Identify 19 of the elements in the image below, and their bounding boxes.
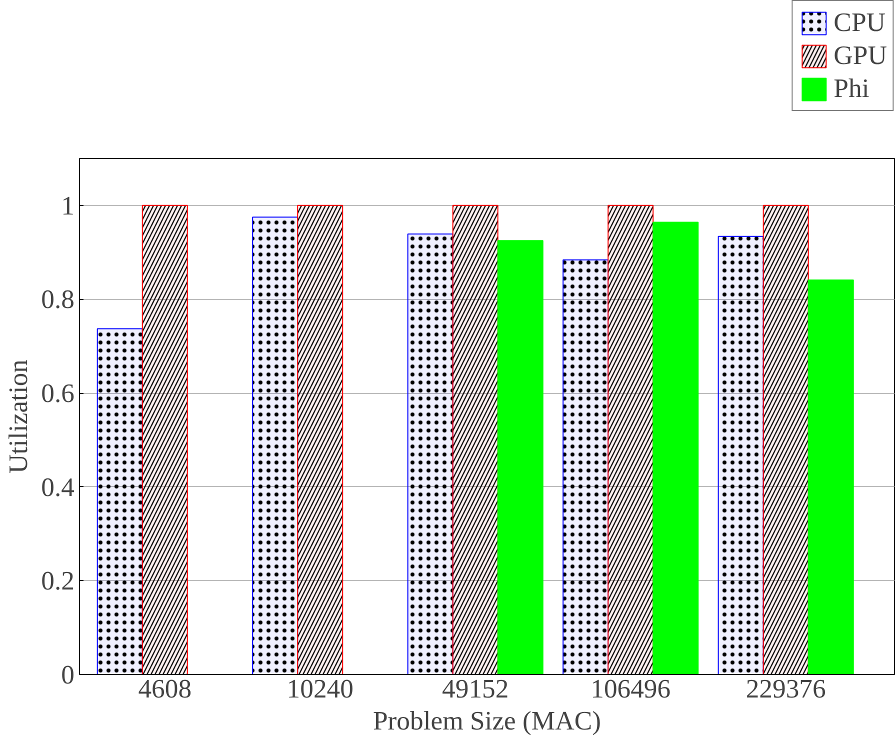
legend-label: CPU — [834, 7, 886, 38]
y-tick-label: 0.4 — [41, 472, 75, 502]
y-axis-title: Utilization — [3, 359, 34, 474]
bar — [808, 279, 854, 674]
y-tick-label: 0.6 — [41, 378, 75, 408]
x-tick-label: 10240 — [286, 674, 354, 704]
y-tick-label: 0.2 — [41, 566, 75, 596]
legend-label: GPU — [834, 40, 887, 71]
bar — [497, 240, 544, 674]
x-tick-label: 4608 — [138, 674, 192, 704]
bar — [652, 222, 699, 674]
x-tick-label: 49152 — [442, 674, 509, 704]
x-tick-label: 229376 — [746, 674, 826, 704]
x-tick-label: 106496 — [590, 674, 671, 704]
y-tick-label: 0.8 — [41, 284, 75, 314]
y-tick-label: 1 — [61, 190, 74, 220]
legend-label: Phi — [834, 73, 870, 104]
y-tick-label: 0 — [61, 660, 74, 690]
x-axis-title: Problem Size (MAC) — [372, 706, 602, 736]
